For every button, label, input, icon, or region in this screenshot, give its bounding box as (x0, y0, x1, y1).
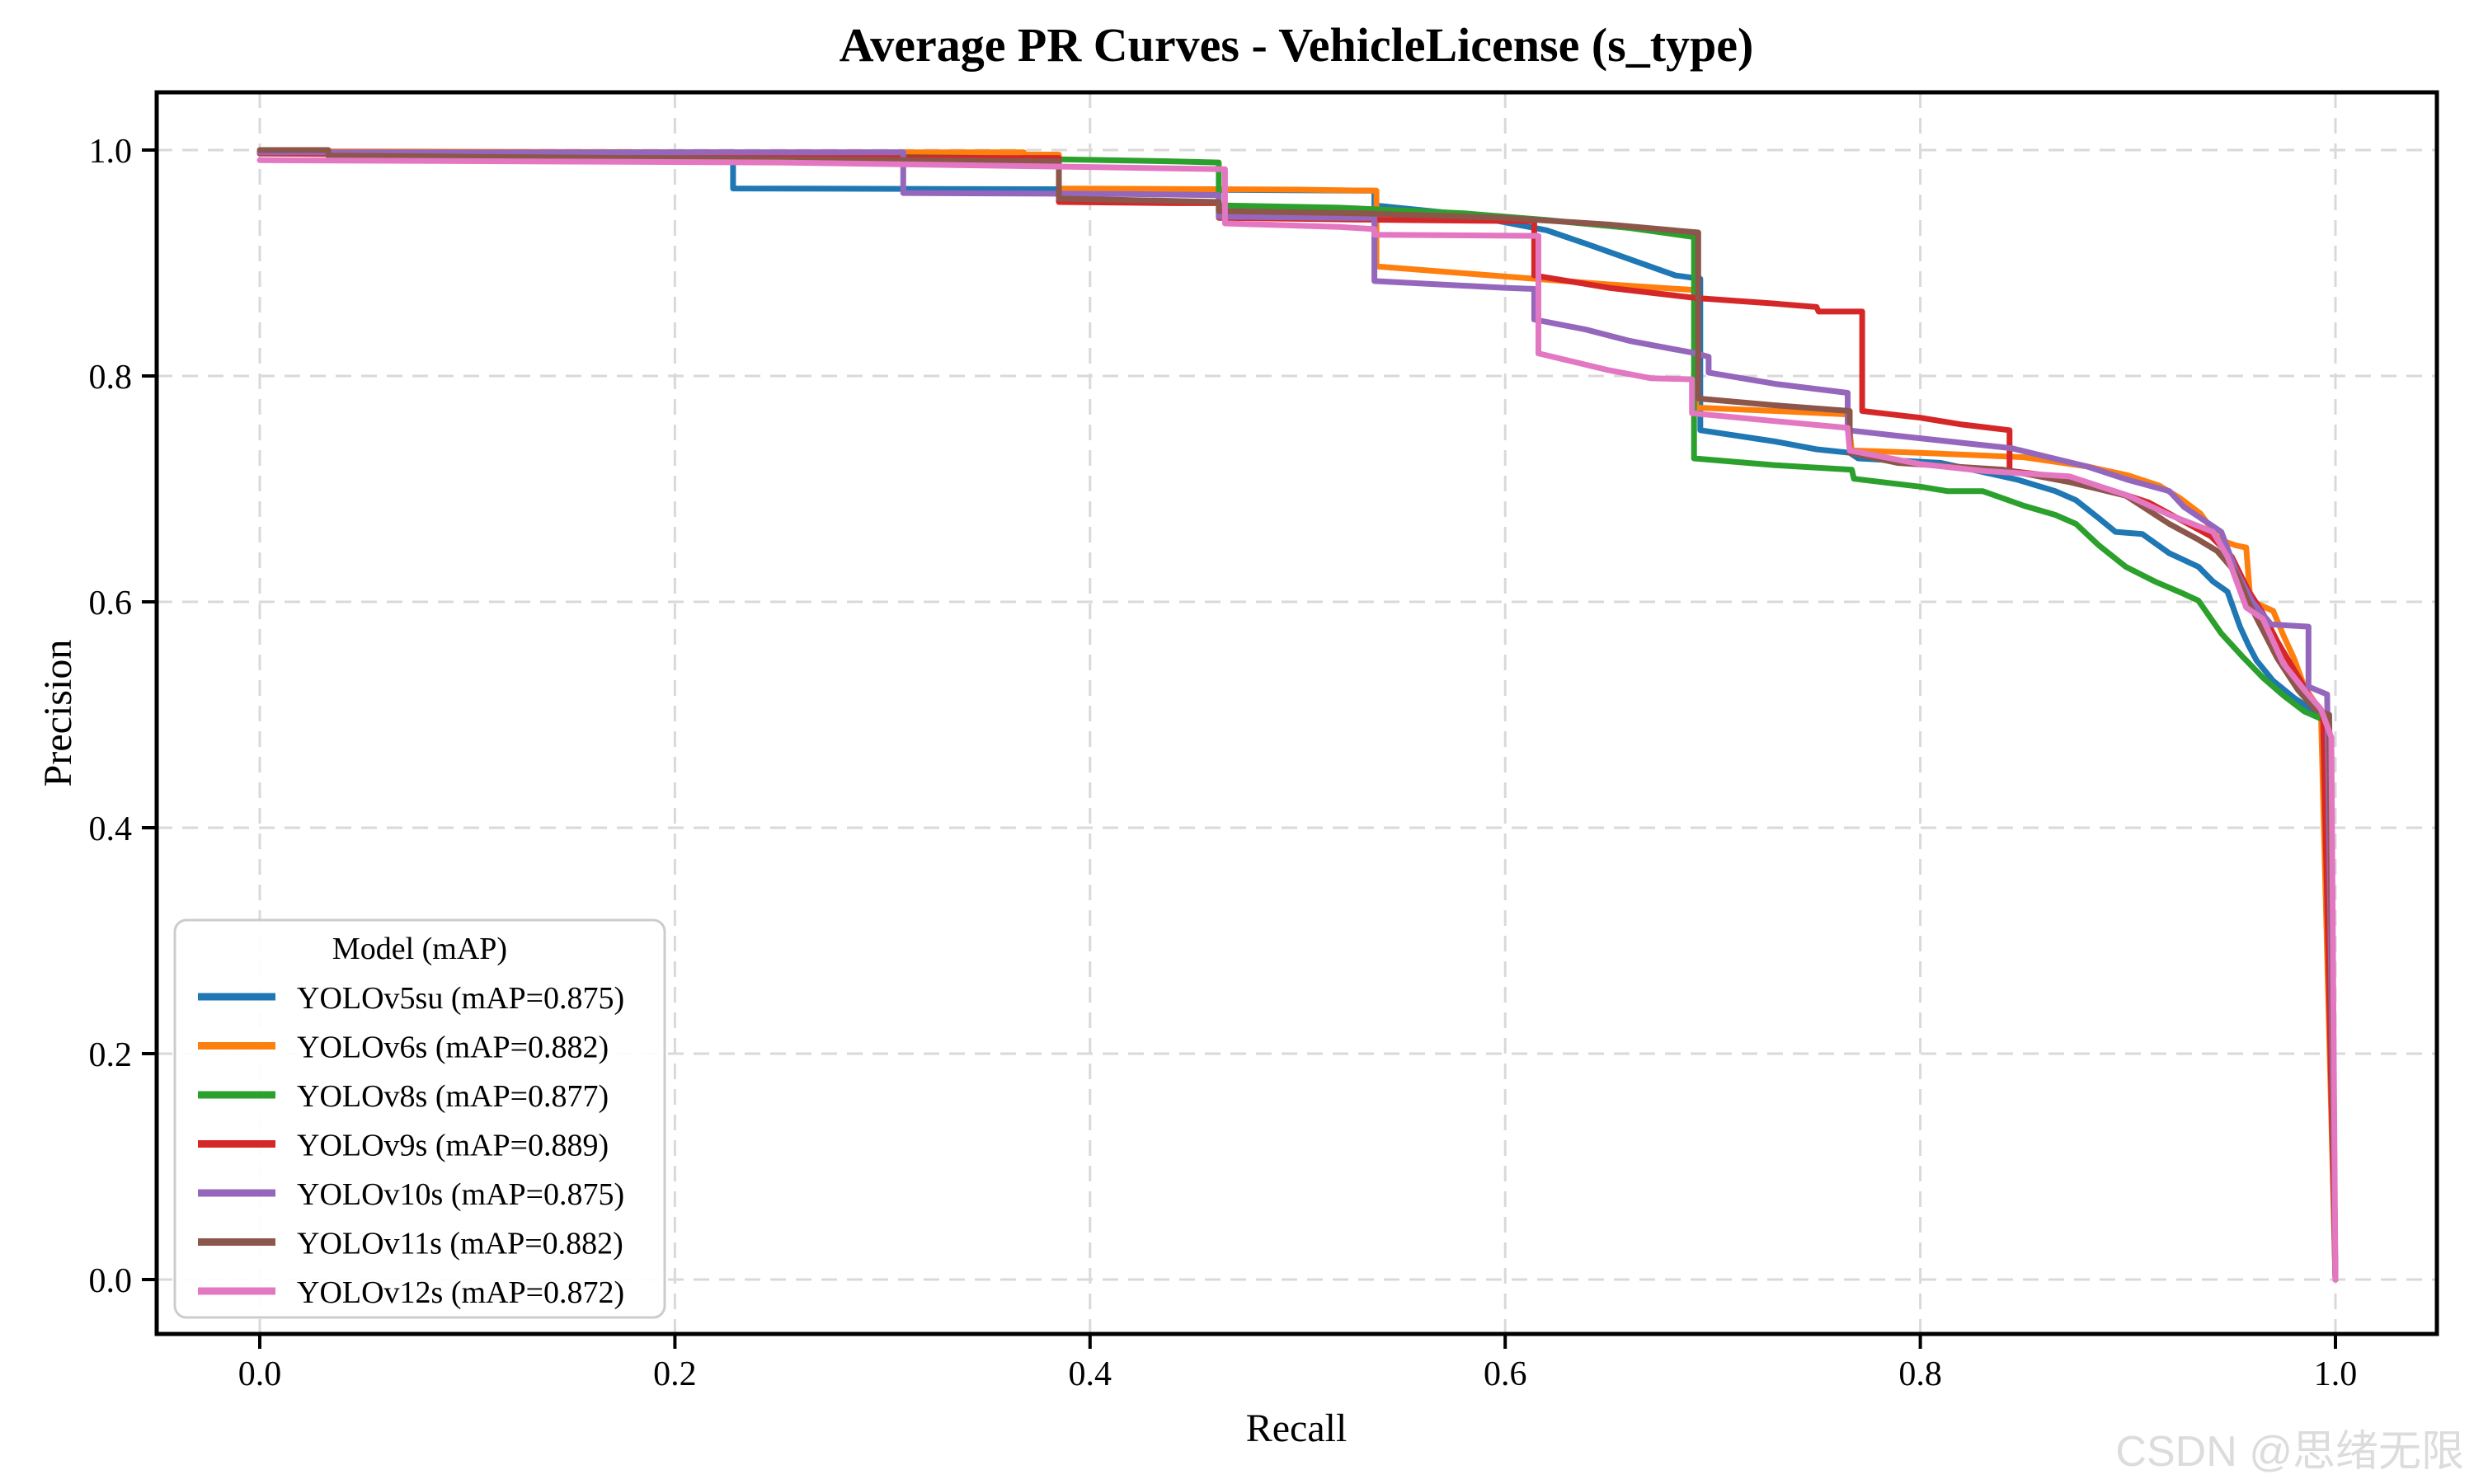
y-tick-label: 0.0 (89, 1262, 133, 1300)
x-tick-label: 0.0 (238, 1355, 282, 1393)
y-tick-label: 0.6 (89, 585, 133, 622)
legend-label-YOLOv10s: YOLOv10s (mAP=0.875) (297, 1177, 624, 1212)
legend-label-YOLOv9s: YOLOv9s (mAP=0.889) (297, 1129, 609, 1163)
legend: Model (mAP) YOLOv5su (mAP=0.875) YOLOv6s … (173, 918, 666, 1319)
pr-curve-YOLOv12s (256, 157, 2339, 1283)
legend-entries: YOLOv5su (mAP=0.875) YOLOv6s (mAP=0.882) Y… (198, 981, 624, 1310)
axis-ticks: 0.0 0.2 0.4 0.6 0.8 1.0 0.0 0.2 0.4 0.6 0.8 1.0 (89, 133, 2358, 1393)
legend-label-YOLOv5su: YOLOv5su (mAP=0.875) (297, 981, 624, 1016)
x-tick-label: 0.6 (1484, 1355, 1527, 1393)
legend-label-YOLOv6s: YOLOv6s (mAP=0.882) (297, 1031, 609, 1065)
pr-curves (256, 147, 2339, 1283)
x-tick-label: 0.4 (1069, 1355, 1112, 1393)
y-tick-label: 1.0 (89, 133, 133, 171)
grid (157, 92, 2437, 1334)
y-tick-label: 0.2 (89, 1036, 133, 1074)
plot-frame (154, 90, 2439, 1336)
legend-label-YOLOv12s: YOLOv12s (mAP=0.872) (297, 1275, 624, 1310)
y-tick-label: 0.4 (89, 810, 133, 848)
legend-label-YOLOv8s: YOLOv8s (mAP=0.877) (297, 1079, 609, 1114)
x-axis-label: Recall (1246, 1407, 1348, 1450)
legend-box (173, 918, 666, 1319)
legend-label-YOLOv11s: YOLOv11s (mAP=0.882) (297, 1227, 623, 1261)
x-tick-label: 1.0 (2314, 1355, 2358, 1393)
watermark-text: CSDN @思绪无限 (2115, 1428, 2464, 1476)
x-tick-label: 0.2 (653, 1355, 697, 1393)
pr-curve-YOLOv6s (256, 148, 2339, 1283)
y-axis-label: Precision (36, 640, 80, 787)
y-tick-label: 0.8 (89, 359, 133, 397)
pr-curve-YOLOv8s (256, 150, 2339, 1283)
x-tick-label: 0.8 (1898, 1355, 1942, 1393)
legend-title: Model (mAP) (332, 932, 507, 966)
chart-title: Average PR Curves - VehicleLicense (s_ty… (840, 18, 1754, 72)
